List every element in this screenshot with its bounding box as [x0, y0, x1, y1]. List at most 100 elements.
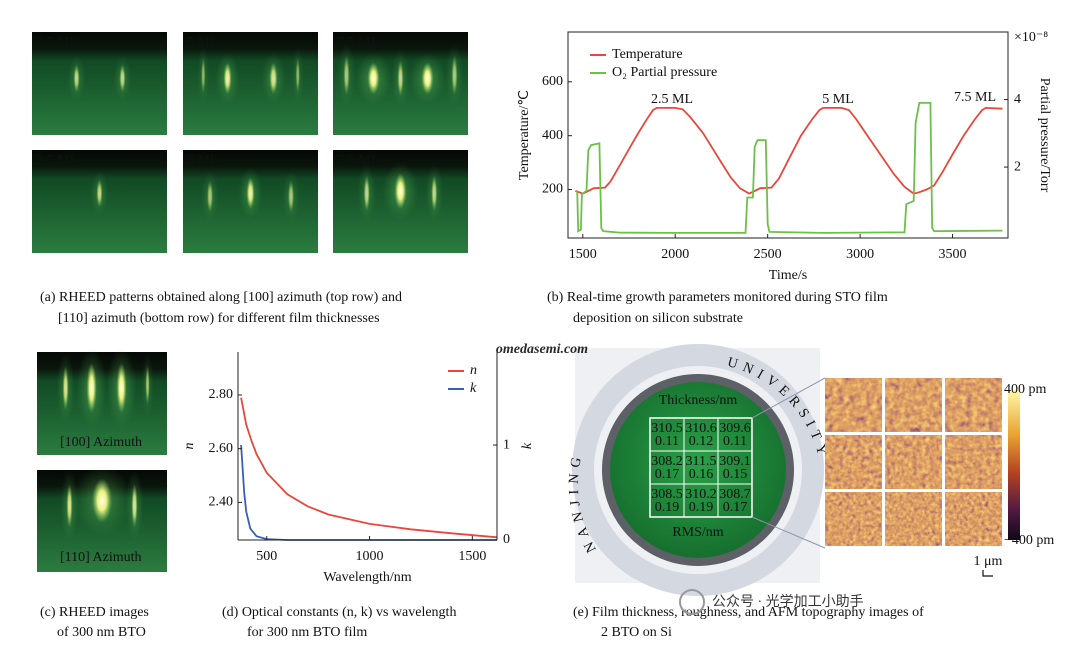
data-line: [575, 106, 1003, 195]
rms-value: 0.19: [689, 500, 714, 515]
annotation: 7.5 ML: [954, 90, 996, 105]
watermark-icon: [679, 589, 705, 615]
diffraction-streak: [431, 175, 438, 212]
y2-tick-label: 4: [1014, 92, 1021, 107]
caption: (a) RHEED patterns obtained along [100] …: [40, 290, 402, 305]
watermark: 公众号 · 光学加工小助手: [712, 594, 864, 610]
diffraction-streak: [131, 483, 138, 528]
colorbar-label: −400 pm: [1004, 533, 1054, 548]
caption: 2 BTO on Si: [601, 625, 672, 640]
diffraction-streak: [451, 55, 458, 96]
diffraction-streak: [421, 62, 434, 95]
afm-image: [885, 435, 942, 489]
thickness-value: 311.5: [686, 454, 717, 469]
legend-label: O₂ Partial pressure: [612, 65, 717, 80]
data-line: [240, 397, 498, 539]
x-tick-label: 3500: [939, 247, 967, 262]
image-label: 7.5 ML: [337, 35, 379, 50]
x-tick-label: 2000: [661, 247, 689, 262]
rms-value: 0.19: [655, 500, 680, 515]
connector: [751, 516, 826, 549]
afm-image: [885, 378, 942, 432]
legend-label: Temperature: [612, 47, 683, 62]
rms-value: 0.17: [655, 467, 680, 482]
caption: of 300 nm BTO: [57, 625, 146, 640]
x-tick-label: 1500: [569, 247, 597, 262]
afm-image: [885, 492, 942, 546]
wafer-title: Thickness/nm: [659, 393, 738, 408]
image-label: 7.5 ML: [337, 153, 379, 168]
diffraction-streak: [145, 364, 150, 405]
diffraction-streak: [66, 483, 73, 528]
diffraction-streak: [116, 363, 127, 414]
diffraction-streak: [223, 62, 232, 95]
x-axis-label: Time/s: [769, 268, 807, 283]
annotation: 2.5 ML: [651, 92, 693, 107]
rms-value: 0.11: [655, 434, 679, 449]
diffraction-streak: [92, 478, 112, 523]
thickness-value: 309.1: [719, 454, 751, 469]
y2-tick-label: 2: [1014, 159, 1021, 174]
caption: (d) Optical constants (n, k) vs waveleng…: [222, 605, 456, 620]
x-axis-label: Wavelength/nm: [323, 570, 411, 585]
diffraction-streak: [269, 62, 278, 95]
y2-axis-label: Partial pressure/Torr: [1037, 78, 1052, 193]
caption: for 300 nm BTO film: [247, 625, 367, 640]
image-label: [100] Azimuth: [60, 435, 142, 450]
x-tick-label: 3000: [846, 247, 874, 262]
connector: [751, 377, 826, 419]
watermark: omedasemi.com: [496, 342, 588, 357]
x-tick-label: 1500: [458, 549, 486, 564]
x-tick-label: 2500: [754, 247, 782, 262]
thickness-value: 310.5: [651, 421, 683, 436]
diffraction-streak: [295, 57, 300, 94]
wafer: [610, 382, 786, 558]
y-tick-label: 2.60: [209, 441, 234, 456]
data-line: [576, 102, 1003, 234]
scale-bar: [982, 570, 993, 577]
afm-image: [825, 378, 882, 432]
rms-value: 0.16: [689, 467, 714, 482]
diffraction-streak: [86, 363, 97, 414]
x-tick-label: 1000: [356, 549, 384, 564]
y-tick-label: 200: [542, 182, 563, 197]
image-label: [110] Azimuth: [60, 550, 142, 565]
colorbar-label: 400 pm: [1004, 382, 1047, 397]
y-axis-label: Temperature/℃: [517, 90, 532, 180]
afm-image: [945, 492, 1002, 546]
colorbar: [1008, 390, 1020, 540]
thickness-value: 308.7: [719, 487, 751, 502]
caption: [110] azimuth (bottom row) for different…: [58, 311, 380, 326]
y2-scale-label: ×10⁻⁸: [1014, 30, 1048, 45]
y2-axis-label: k: [520, 442, 535, 449]
y2-tick-label: 0: [503, 532, 510, 547]
seal-ring: [572, 344, 824, 596]
diffraction-streak: [367, 62, 380, 95]
diffraction-streak: [363, 175, 370, 212]
image-label: 2.5 ML: [36, 153, 78, 168]
y-tick-label: 2.40: [209, 495, 234, 510]
y-axis-label: n: [182, 443, 197, 450]
image-label: 5 ML: [187, 153, 219, 168]
diffraction-streak: [73, 64, 80, 93]
diffraction-streak: [343, 55, 350, 96]
grid-cell: [717, 483, 753, 518]
thickness-value: 310.2: [685, 487, 717, 502]
y-tick-label: 2.80: [209, 387, 234, 402]
plot-frame: [567, 31, 1009, 239]
diffraction-streak: [96, 179, 103, 208]
y-tick-label: 400: [542, 128, 563, 143]
rms-value: 0.15: [723, 467, 748, 482]
diffraction-streak: [119, 64, 126, 93]
afm-image: [945, 435, 1002, 489]
rheed-image: [32, 32, 167, 135]
diffraction-streak: [394, 173, 407, 210]
diffraction-streak: [201, 57, 206, 94]
thickness-value: 309.6: [719, 421, 751, 436]
thickness-value: 308.5: [651, 487, 683, 502]
x-tick-label: 500: [256, 549, 277, 564]
y-tick-label: 600: [542, 74, 563, 89]
afm-image: [825, 435, 882, 489]
legend-label: k: [470, 381, 477, 396]
